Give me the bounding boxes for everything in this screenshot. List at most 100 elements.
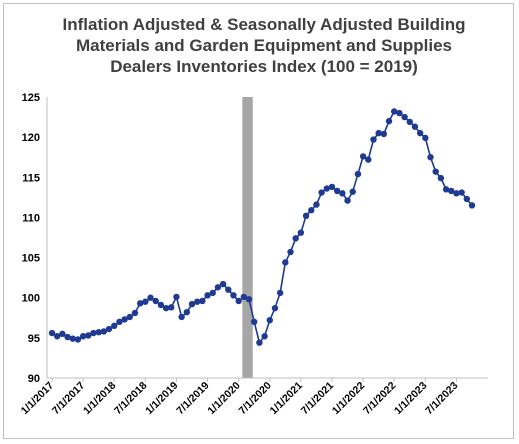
data-point [313,201,320,208]
data-point [64,333,71,341]
data-point [323,185,331,192]
data-point [256,339,263,346]
x-tick-label: 1/1/2017 [19,380,56,417]
data-point [287,248,294,256]
x-tick-label: 7/1/2017 [50,380,87,417]
data-point [225,286,232,293]
data-point [136,300,144,307]
data-point [302,212,310,220]
data-point [416,129,424,137]
data-point [401,113,408,121]
data-point [375,129,382,137]
data-point [354,170,362,178]
data-point [204,292,211,299]
data-point [152,297,159,305]
data-point [406,118,413,126]
y-tick-label: 120 [22,132,40,144]
data-point [339,190,346,197]
recession-shading [242,97,253,378]
data-point [308,207,315,214]
data-point [282,259,289,266]
data-point [79,333,87,340]
data-point [370,136,377,143]
data-point [188,300,196,308]
x-tick-label: 1/1/2019 [143,380,180,417]
data-point [111,322,118,330]
chart-title-line-3: Dealers Inventories Index (100 = 2019) [110,57,418,76]
data-point [162,304,170,312]
x-tick-label: 7/1/2021 [299,380,336,417]
data-point [85,332,92,339]
y-tick-label: 125 [22,92,40,104]
data-point [245,296,253,303]
data-point [276,289,284,297]
x-tick-label: 7/1/2022 [361,380,398,417]
y-tick-label: 105 [22,253,40,265]
data-point [271,304,279,312]
chart-frame: Inflation Adjusted & Seasonally Adjusted… [3,3,514,439]
x-tick-label: 7/1/2018 [112,380,149,417]
data-point [391,108,398,115]
data-point [131,309,139,317]
data-point [458,189,465,196]
y-tick-label: 100 [22,293,40,305]
data-point [178,313,185,321]
data-point [90,329,97,337]
data-point [318,189,325,196]
x-tick-label: 1/1/2023 [392,380,429,417]
data-point [453,190,460,197]
data-point [380,130,388,138]
chart-title-line-1: Inflation Adjusted & Seasonally Adjusted… [62,15,466,34]
data-point [121,316,128,323]
x-tick-label: 1/1/2021 [268,380,305,417]
data-point [251,318,258,325]
data-point [266,316,273,324]
data-point [214,284,222,291]
data-point [385,117,393,125]
data-point [344,197,351,204]
data-point [69,335,76,342]
data-point [359,153,367,160]
x-tick-label: 1/1/2022 [330,380,367,417]
data-point [147,294,154,301]
data-point [432,168,439,175]
x-tick-label: 1/1/2020 [205,380,242,417]
data-point [199,297,206,305]
data-point [183,308,191,316]
data-point [142,298,149,305]
data-point [168,304,175,311]
x-tick-label: 7/1/2019 [174,380,211,417]
data-point [100,328,108,335]
data-point [53,333,61,340]
data-point [422,134,429,142]
data-point [333,187,341,195]
data-point [240,293,248,301]
data-point [230,292,237,299]
data-point [157,301,165,309]
data-point [105,325,113,333]
data-point [116,318,123,325]
x-tick-label: 1/1/2018 [81,380,118,417]
data-point [209,289,216,297]
data-point [48,329,56,337]
data-point [396,109,403,117]
data-point [411,123,419,130]
data-point [261,333,268,340]
data-point [292,235,299,242]
data-point [349,188,356,195]
series-line [51,110,473,345]
x-tick-label: 7/1/2023 [423,380,460,417]
data-point [59,330,66,338]
data-point [173,293,180,301]
x-tick-label: 7/1/2020 [237,380,274,417]
y-tick-label: 115 [22,172,40,184]
data-point [219,280,227,288]
data-point [463,195,471,203]
y-tick-label: 90 [28,373,40,385]
data-point [95,329,102,336]
data-point [427,154,434,161]
data-point [193,298,201,305]
data-point [74,336,82,343]
chart-title-line-2: Materials and Garden Equipment and Suppl… [76,36,452,55]
